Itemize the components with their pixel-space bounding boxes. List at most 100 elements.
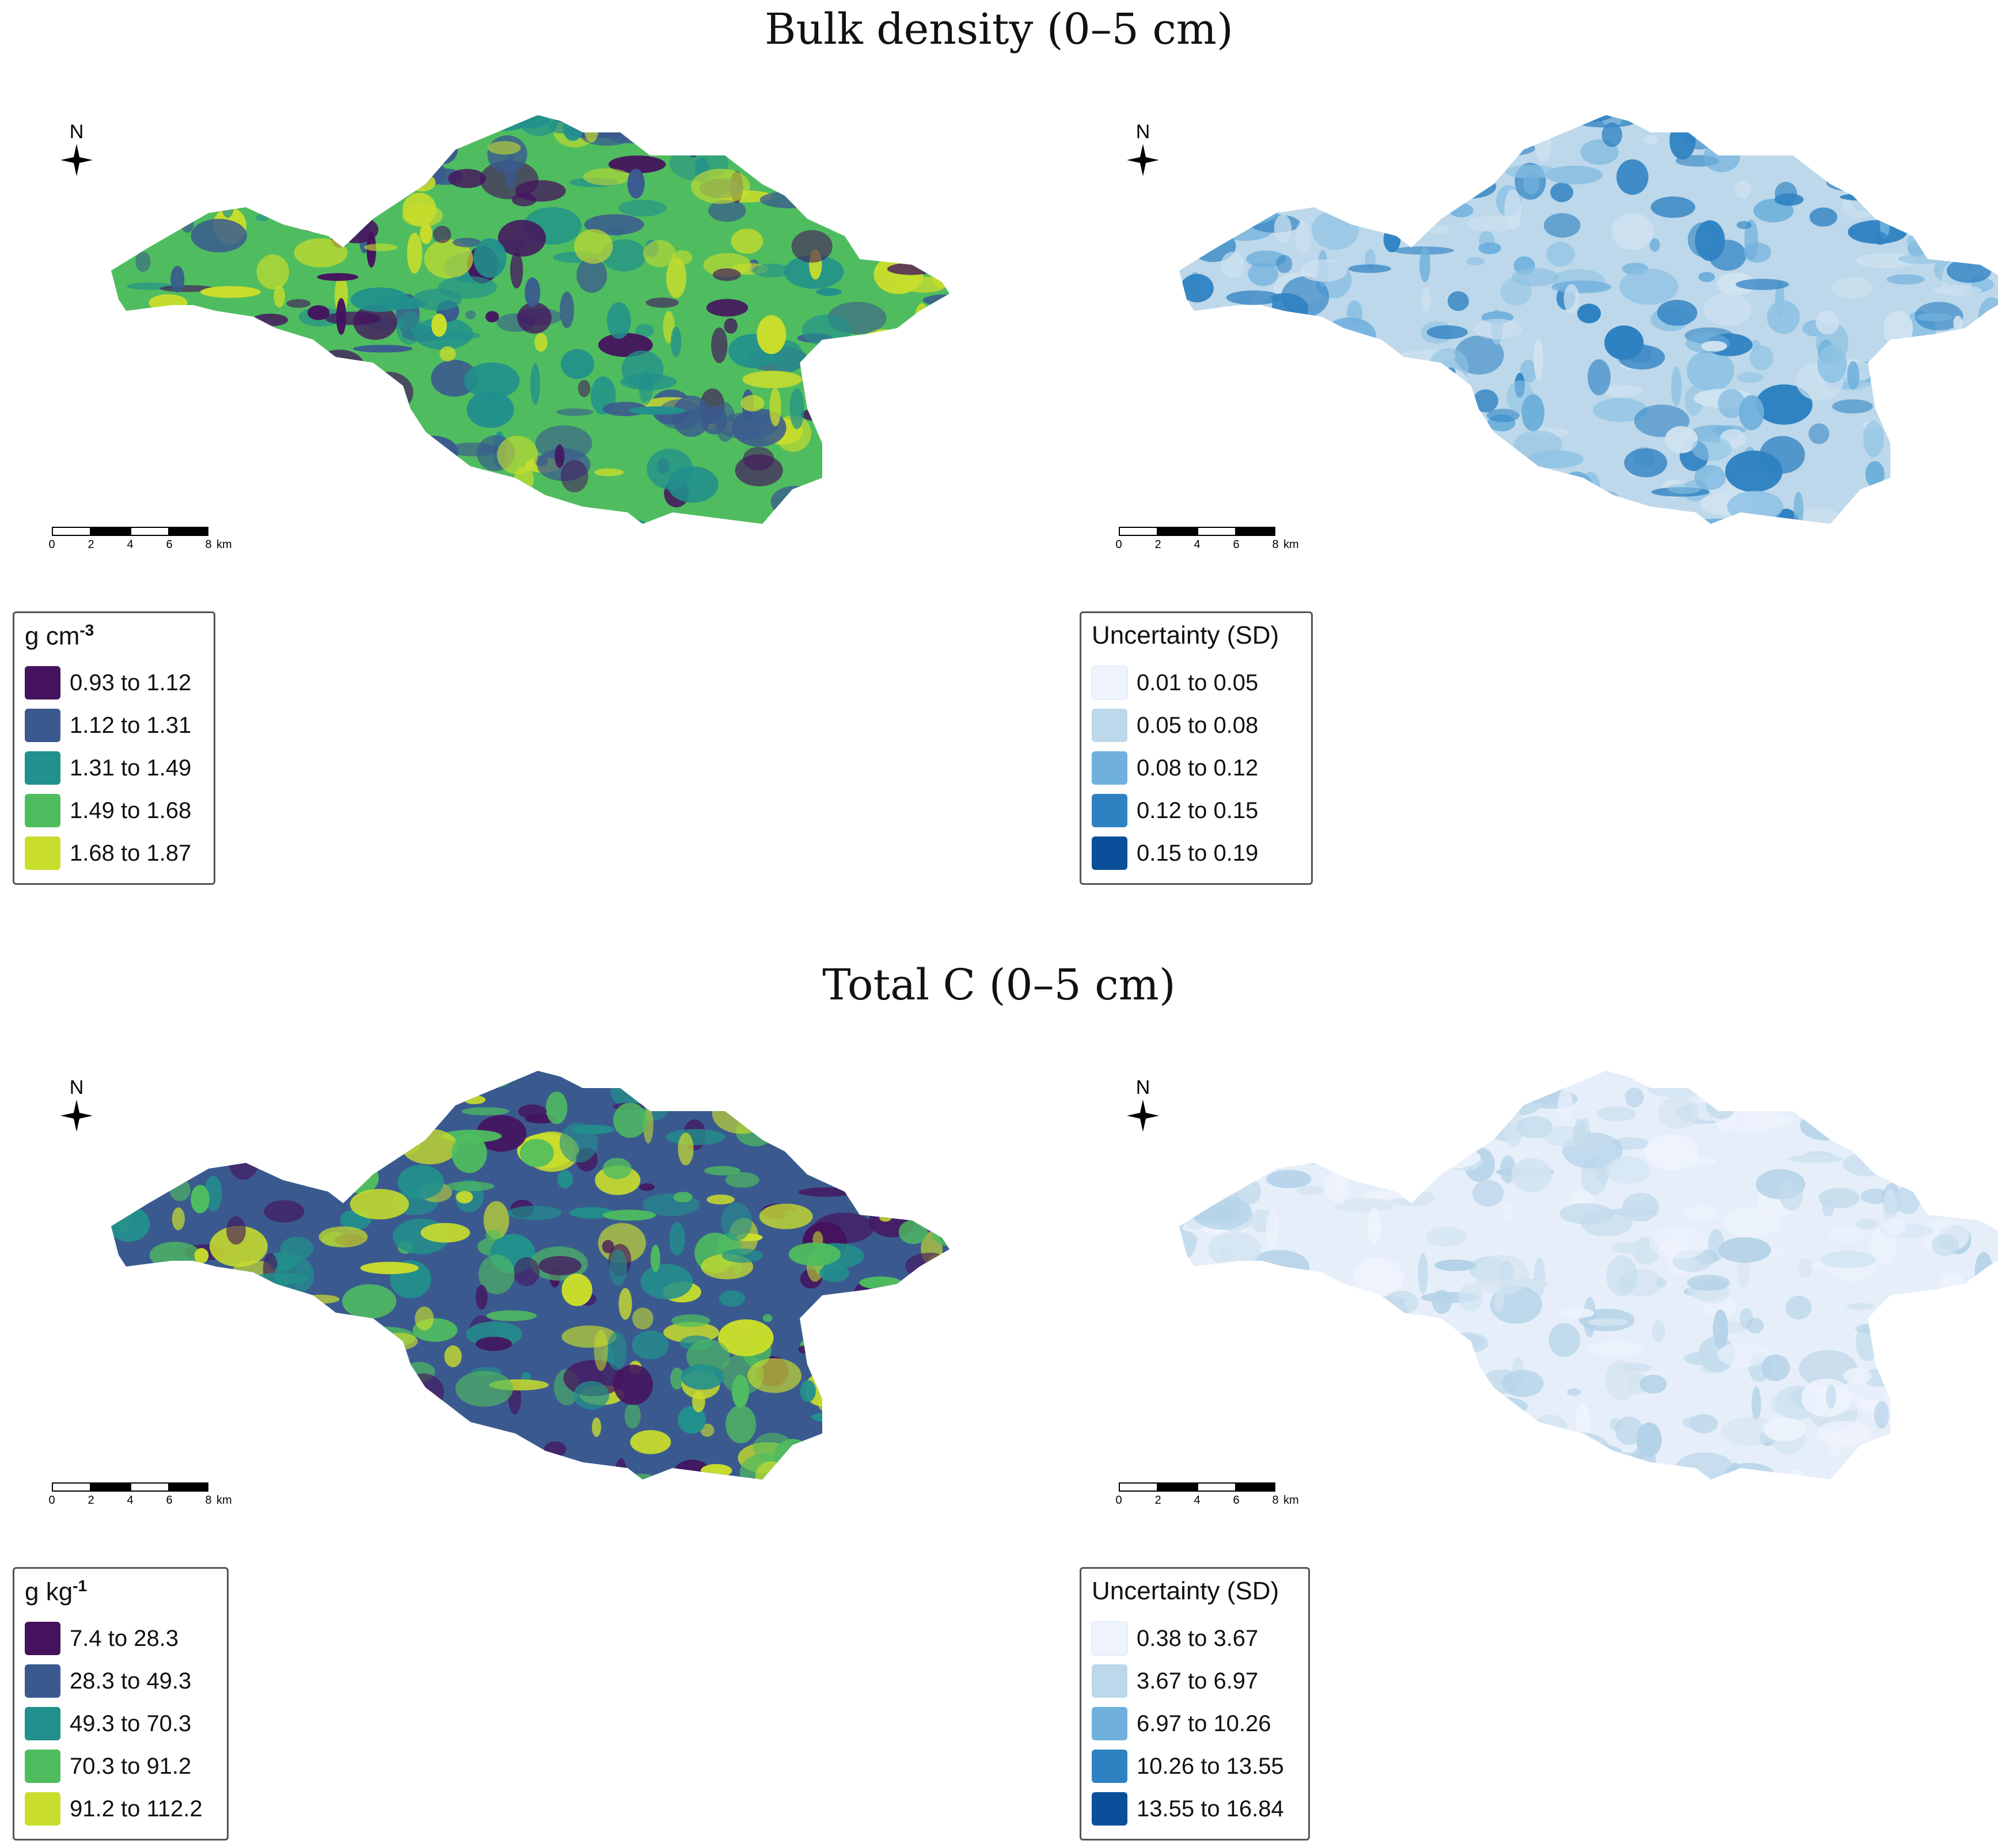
- legend-swatch: [25, 794, 60, 827]
- legend-label: 1.31 to 1.49: [70, 755, 192, 781]
- scale-unit: km: [216, 538, 232, 551]
- compass-icon: [1127, 144, 1159, 176]
- legend-swatch: [25, 1707, 60, 1740]
- scale-segment: [169, 527, 208, 536]
- scale-tick-label: 6: [166, 1494, 173, 1507]
- scale-segment: [169, 1482, 208, 1492]
- legend-item: 0.15 to 0.19: [1092, 832, 1301, 874]
- scale-tick-label: 4: [127, 538, 134, 551]
- legend-swatch: [25, 1792, 60, 1826]
- scale-tick-label: 6: [1233, 1494, 1240, 1507]
- legend-swatch: [1091, 1621, 1128, 1656]
- scale-segment: [52, 1482, 91, 1492]
- legend-label: 0.08 to 0.12: [1137, 755, 1259, 781]
- legend-swatch: [25, 751, 60, 785]
- scale-segment: [130, 1482, 169, 1492]
- scale-tick-label: 6: [166, 538, 173, 551]
- legend-swatch: [1092, 1792, 1127, 1826]
- legend-swatch: [1092, 794, 1127, 827]
- map-region: [1179, 115, 1998, 524]
- scale-tick-label: 4: [1194, 538, 1201, 551]
- legend-swatch: [1092, 751, 1127, 785]
- legend-swatch: [1092, 709, 1127, 742]
- legend-label: 0.12 to 0.15: [1137, 797, 1259, 823]
- legend-item: 91.2 to 112.2: [25, 1788, 216, 1830]
- legend-swatch: [1091, 666, 1128, 700]
- scale-segment: [1236, 527, 1275, 536]
- legend-label: 1.12 to 1.31: [70, 712, 192, 738]
- scale-tick-label: 0: [1115, 1494, 1122, 1507]
- legend-title: Uncertainty (SD): [1092, 1577, 1279, 1605]
- north-arrow: N: [1120, 121, 1166, 184]
- legend-label: 49.3 to 70.3: [70, 1710, 192, 1736]
- map-bulk-density: [104, 86, 967, 581]
- legend-swatch: [1092, 836, 1127, 870]
- legend-swatch: [25, 666, 60, 699]
- scale-unit: km: [1283, 538, 1299, 551]
- legend-label: 1.49 to 1.68: [70, 797, 192, 823]
- legend-title: g cm-3: [25, 621, 94, 651]
- legend-label: 10.26 to 13.55: [1137, 1753, 1284, 1779]
- panel-title-bulk-density: Bulk density (0–5 cm): [765, 5, 1233, 54]
- legend-swatch: [1092, 1750, 1127, 1783]
- legend-label: 91.2 to 112.2: [70, 1796, 203, 1822]
- map-region: [1179, 1071, 1998, 1480]
- legend-label: 28.3 to 49.3: [70, 1668, 192, 1694]
- legend-label: 6.97 to 10.26: [1137, 1710, 1271, 1736]
- scale-segment: [1119, 1482, 1158, 1492]
- scale-tick-label: 0: [1115, 538, 1122, 551]
- legend-label: 0.01 to 0.05: [1137, 670, 1259, 695]
- scale-tick-label: 2: [1154, 1494, 1161, 1507]
- map-region: [111, 1071, 949, 1480]
- legend-item: 0.01 to 0.05: [1091, 661, 1301, 704]
- legend-item: 0.93 to 1.12: [25, 661, 203, 704]
- scale-segment: [1197, 527, 1236, 536]
- scale-segment: [1236, 1482, 1275, 1492]
- north-label: N: [69, 1077, 84, 1098]
- north-label: N: [1135, 1077, 1150, 1098]
- legend-title: g kg-1: [25, 1577, 88, 1606]
- scale-bar: 0 2 4 6 8 km: [1115, 527, 1326, 561]
- legend-swatch: [25, 709, 60, 742]
- scale-bar: 0 2 4 6 8 km: [1115, 1482, 1326, 1517]
- scale-segment: [91, 527, 130, 536]
- legend-swatch: [1092, 1707, 1127, 1740]
- legend-bulk-density-uncertainty: Uncertainty (SD) 0.01 to 0.05 0.05 to 0.08…: [1080, 611, 1313, 885]
- scale-tick-label: 8: [1272, 538, 1279, 551]
- legend-item: 70.3 to 91.2: [25, 1745, 216, 1788]
- scale-tick-label: 4: [1194, 1494, 1201, 1507]
- legend-label: 3.67 to 6.97: [1137, 1668, 1259, 1694]
- legend-item: 0.12 to 0.15: [1092, 789, 1301, 832]
- legend-title: Uncertainty (SD): [1092, 621, 1279, 649]
- legend-swatch: [25, 1664, 60, 1698]
- legend-item: 1.12 to 1.31: [25, 704, 203, 747]
- legend-label: 0.15 to 0.19: [1137, 840, 1259, 866]
- legend-bulk-density: g cm-3 0.93 to 1.12 1.12 to 1.31 1.31 to 1.…: [13, 611, 215, 885]
- scale-unit: km: [216, 1494, 232, 1507]
- north-arrow: N: [54, 121, 100, 184]
- compass-icon: [60, 1100, 93, 1132]
- scale-tick-label: 2: [1154, 538, 1161, 551]
- map-region: [111, 115, 949, 524]
- compass-icon: [1127, 1100, 1159, 1132]
- legend-swatch: [25, 1750, 60, 1783]
- legend-label: 0.38 to 3.67: [1137, 1625, 1259, 1651]
- legend-item: 7.4 to 28.3: [25, 1617, 216, 1660]
- scale-segment: [1158, 527, 1197, 536]
- scale-segment: [130, 527, 169, 536]
- scale-tick-label: 8: [1272, 1494, 1279, 1507]
- legend-label: 1.68 to 1.87: [70, 840, 192, 866]
- scale-bar: 0 2 4 6 8 km: [48, 1482, 259, 1517]
- legend-item: 28.3 to 49.3: [25, 1660, 216, 1702]
- legend-label: 0.05 to 0.08: [1137, 712, 1259, 738]
- legend-item: 1.68 to 1.87: [25, 832, 203, 874]
- scale-segment: [91, 1482, 130, 1492]
- scale-tick-label: 0: [48, 538, 55, 551]
- map-bulk-density-uncertainty: [1172, 86, 1998, 581]
- scale-segment: [1197, 1482, 1236, 1492]
- north-arrow: N: [54, 1077, 100, 1140]
- legend-total-c-uncertainty: Uncertainty (SD) 0.38 to 3.67 3.67 to 6.97…: [1080, 1567, 1310, 1841]
- legend-swatch: [1092, 1664, 1127, 1698]
- legend-item: 0.38 to 3.67: [1091, 1617, 1298, 1660]
- scale-segment: [1158, 1482, 1197, 1492]
